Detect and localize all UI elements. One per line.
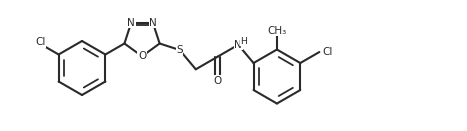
Text: N: N	[149, 18, 157, 28]
Text: O: O	[213, 76, 222, 86]
Text: S: S	[176, 45, 183, 55]
Text: N: N	[127, 18, 135, 28]
Text: CH₃: CH₃	[267, 26, 287, 36]
Text: Cl: Cl	[35, 37, 46, 47]
Text: O: O	[138, 51, 146, 61]
Text: H: H	[241, 37, 247, 46]
Text: Cl: Cl	[322, 47, 333, 57]
Text: N: N	[234, 40, 242, 50]
